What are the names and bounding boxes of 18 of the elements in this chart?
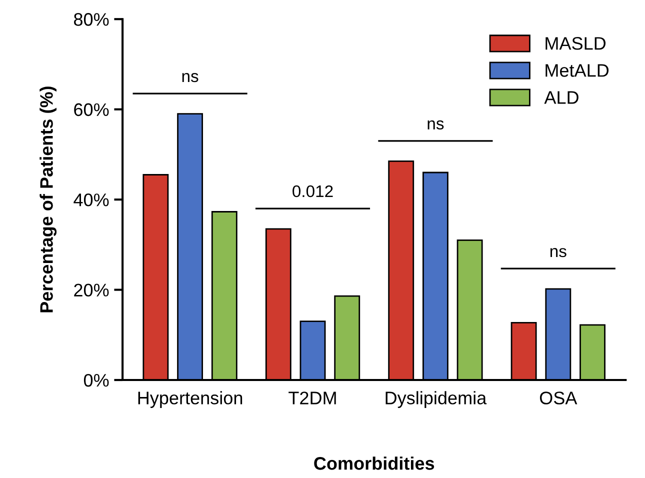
annotation: ns bbox=[428, 120, 444, 130]
legend-label: MetALD bbox=[546, 64, 609, 77]
y-tick-label: 40% bbox=[74, 194, 109, 206]
x-tick-label: Dyslipidemia bbox=[386, 391, 487, 408]
legend-label: ALD bbox=[544, 91, 578, 104]
y-tick-label: 20% bbox=[74, 284, 109, 297]
x-tick-label: OSA bbox=[540, 392, 578, 404]
annotation: ns bbox=[550, 248, 566, 258]
y-axis-title: Percentage of Patients (%) bbox=[40, 86, 57, 312]
y-tick-label: 80% bbox=[74, 13, 109, 26]
x-axis-title: Comorbidities bbox=[314, 456, 434, 470]
x-tick-label: T2DM bbox=[288, 392, 336, 404]
y-tick-label: 0% bbox=[84, 374, 109, 387]
legend-label: MASLD bbox=[546, 37, 606, 50]
annotation: 0.012 bbox=[292, 185, 333, 198]
y-tick-label: 60% bbox=[74, 103, 109, 116]
x-tick-label: Hypertension bbox=[138, 391, 242, 408]
annotation: ns bbox=[182, 73, 198, 82]
